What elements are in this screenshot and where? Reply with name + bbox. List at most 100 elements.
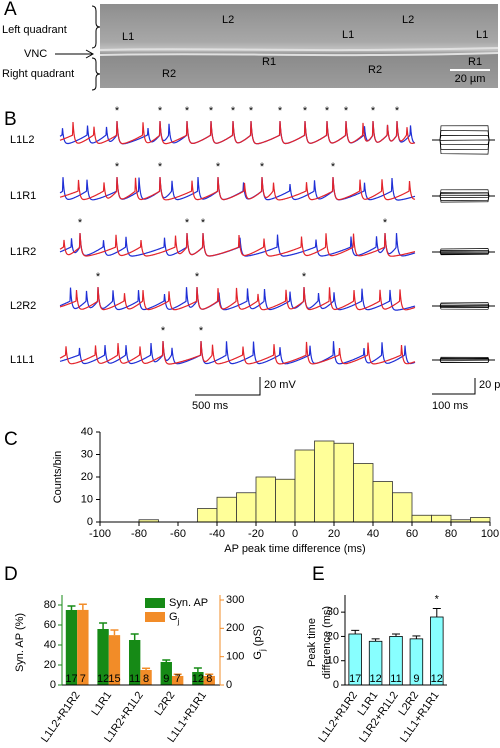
current-trace	[432, 125, 495, 141]
n-label: 8	[206, 673, 212, 685]
micrograph	[100, 4, 498, 88]
sync-marker: *	[201, 217, 206, 229]
scale-label: 100 ms	[432, 400, 469, 412]
cell-label: L1	[342, 29, 354, 41]
n-label: 11	[390, 673, 401, 685]
sync-marker: *	[344, 105, 349, 117]
row-label: L1L1	[10, 354, 34, 366]
blue-trace	[59, 340, 416, 365]
sync-marker: *	[195, 271, 200, 283]
x-tick-label: 20	[328, 528, 340, 540]
sync-marker: *	[371, 105, 376, 117]
current-trace	[432, 305, 495, 310]
n-label: 12	[431, 673, 443, 685]
histogram-bar	[236, 492, 257, 523]
scale-label: 20 pA	[479, 379, 500, 391]
histogram-bar	[353, 463, 374, 523]
current-trace	[432, 195, 495, 203]
y-axis-label: Counts/bin	[52, 451, 64, 504]
bar	[171, 675, 184, 685]
y-tick-label: 30	[327, 606, 339, 618]
histogram-bar	[197, 508, 218, 523]
quadrant-label: Left quadrant	[2, 24, 67, 36]
y-tick-label: 20	[81, 471, 93, 483]
y-tick-label: 0	[50, 679, 56, 691]
x-tick-label: 40	[367, 528, 379, 540]
histogram-bar	[216, 496, 237, 523]
n-label: 9	[413, 673, 419, 685]
panel-label: B	[4, 109, 17, 130]
sync-marker: *	[185, 105, 190, 117]
x-tick-label: L1L2+R1R2	[39, 690, 83, 745]
sync-marker: *	[231, 105, 236, 117]
y-tick-label: 0	[87, 516, 93, 528]
n-label: 11	[129, 673, 140, 685]
bar	[192, 672, 204, 685]
x-tick-label: 80	[445, 528, 457, 540]
y-axis-label: Syn. AP (%)	[14, 613, 26, 672]
row-label: L2R2	[10, 300, 36, 312]
n-label: 7	[80, 673, 86, 685]
bar	[140, 669, 152, 685]
current-trace	[432, 195, 495, 199]
bar	[97, 629, 109, 685]
n-label: 7	[175, 673, 181, 685]
bar	[108, 635, 121, 685]
sync-marker: *	[395, 105, 400, 117]
x-tick-label: -100	[89, 528, 111, 540]
current-trace	[432, 139, 495, 155]
cell-label: R2	[162, 68, 176, 80]
vnc-band	[99, 47, 499, 57]
sync-marker: *	[260, 161, 265, 173]
cell-label: R1	[262, 56, 276, 68]
row-label: L1R2	[10, 246, 36, 258]
current-trace	[432, 251, 495, 256]
x-tick-label: -40	[209, 528, 225, 540]
bar	[65, 610, 78, 685]
sync-marker: *	[303, 105, 308, 117]
histogram-bar	[431, 514, 452, 523]
bar	[160, 662, 172, 685]
y-tick-label: 40	[44, 639, 56, 651]
sync-marker: *	[158, 105, 163, 117]
n-label: 15	[108, 673, 120, 685]
histogram-bar	[470, 517, 491, 523]
y-tick-label: 60	[44, 619, 56, 631]
histogram-bar	[294, 449, 315, 523]
x-tick-label: L2R2	[153, 690, 178, 718]
scale-bar-label: 20 µm	[455, 73, 486, 85]
current-trace	[432, 359, 495, 361]
row-label: L1L2	[10, 134, 34, 146]
histogram-bar	[392, 492, 413, 523]
x-tick-label: -20	[248, 528, 264, 540]
x-tick-label: 0	[292, 528, 298, 540]
quadrant-label: VNC	[24, 48, 47, 60]
sync-marker: *	[185, 217, 190, 229]
current-scale-bar	[432, 378, 476, 395]
x-tick-label: -60	[170, 528, 186, 540]
y-tick-label: 80	[44, 599, 56, 611]
bar	[128, 640, 141, 685]
red-trace	[59, 286, 416, 311]
panel-label: D	[4, 564, 18, 585]
n-label: 12	[97, 673, 109, 685]
sync-marker: *	[249, 105, 254, 117]
sync-marker: *	[96, 271, 101, 283]
n-label: 9	[163, 673, 169, 685]
y-tick-label: 30	[81, 448, 93, 460]
sync-marker: *	[383, 217, 388, 229]
histogram-bar	[411, 514, 432, 523]
current-trace	[432, 135, 495, 141]
sync-marker: *	[278, 105, 283, 117]
x-tick-label: L1L2+R1R2	[316, 690, 360, 745]
sync-marker: *	[78, 217, 83, 229]
current-trace	[432, 359, 495, 364]
y-tick-label: 40	[81, 426, 93, 438]
quadrant-braces	[91, 5, 101, 91]
significance-marker: *	[435, 593, 440, 605]
y-tick-label: 20	[327, 630, 339, 642]
red-trace	[59, 232, 416, 257]
red-trace	[59, 340, 416, 365]
